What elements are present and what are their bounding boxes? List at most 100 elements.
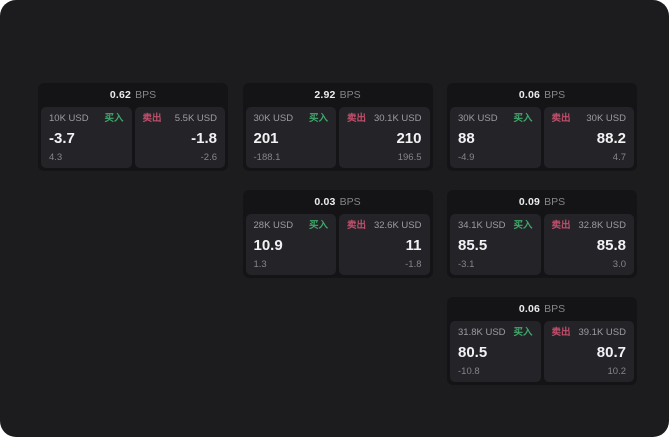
buy-side-label: 买入 (308, 113, 328, 124)
sell-side-label: 卖出 (551, 113, 571, 124)
sell-amount: 30.1K USD (373, 113, 422, 124)
sell-delta: 10.2 (607, 365, 627, 377)
buy-amount: 28K USD (253, 220, 294, 231)
sell-price: 80.7 (596, 344, 626, 361)
sell-price: 85.8 (596, 237, 626, 254)
bps-unit-label: BPS (544, 303, 566, 315)
sell-delta: 4.7 (612, 151, 626, 163)
bps-value: 0.06 (518, 303, 541, 315)
quote-panels: 31.8K USD 买入 80.5 -10.8 卖出 39.1K USD 80.… (450, 321, 634, 382)
sell-panel[interactable]: 卖出 30.1K USD 210 196.5 (339, 107, 430, 168)
quote-panels: 28K USD 买入 10.9 1.3 卖出 32.6K USD 11 -1.8 (245, 214, 430, 275)
buy-amount: 10K USD (49, 113, 89, 124)
bps-value: 0.09 (518, 196, 541, 208)
quote-card: 0.06 BPS 30K USD 买入 88 -4.9 卖出 30K USD 8… (447, 83, 637, 171)
bps-unit-label: BPS (339, 196, 361, 208)
bps-unit-label: BPS (339, 89, 361, 101)
quote-card: 0.03 BPS 28K USD 买入 10.9 1.3 卖出 32.6K US… (242, 190, 433, 278)
sell-price: -1.8 (191, 130, 217, 147)
sell-amount: 32.8K USD (578, 220, 626, 231)
buy-delta: -10.8 (458, 365, 480, 377)
sell-amount: 39.1K USD (578, 327, 626, 338)
buy-side-label: 买入 (513, 220, 533, 231)
sell-side-label: 卖出 (347, 113, 367, 124)
buy-panel[interactable]: 28K USD 买入 10.9 1.3 (245, 214, 336, 275)
bps-value: 0.03 (314, 196, 336, 208)
sell-side-label: 卖出 (347, 220, 367, 231)
buy-side-label: 买入 (104, 113, 124, 124)
buy-amount: 31.8K USD (458, 327, 506, 338)
sell-price: 11 (405, 237, 422, 254)
buy-panel-top: 34.1K USD 买入 (458, 221, 533, 231)
buy-amount: 30K USD (253, 113, 294, 124)
bps-unit-label: BPS (544, 89, 566, 101)
sell-price: 210 (396, 130, 422, 147)
quote-panels: 30K USD 买入 201 -188.1 卖出 30.1K USD 210 1… (245, 107, 430, 168)
buy-panel-top: 30K USD 买入 (458, 114, 533, 124)
quote-card: 0.06 BPS 31.8K USD 买入 80.5 -10.8 卖出 39.1… (447, 297, 637, 385)
buy-price: 88 (458, 130, 475, 147)
buy-panel[interactable]: 30K USD 买入 88 -4.9 (450, 107, 541, 168)
sell-panel-top: 卖出 32.8K USD (552, 221, 627, 231)
quote-card: 2.92 BPS 30K USD 买入 201 -188.1 卖出 30.1K … (242, 83, 433, 171)
quote-panels: 10K USD 买入 -3.7 4.3 卖出 5.5K USD -1.8 -2.… (41, 107, 225, 168)
bps-unit-label: BPS (544, 196, 566, 208)
card-header: 0.06 BPS (450, 83, 634, 107)
buy-delta: 1.3 (253, 258, 267, 270)
quote-card: 0.62 BPS 10K USD 买入 -3.7 4.3 卖出 5.5K USD… (38, 83, 228, 171)
buy-amount: 30K USD (458, 113, 498, 124)
bps-unit-label: BPS (135, 89, 157, 101)
buy-panel[interactable]: 34.1K USD 买入 85.5 -3.1 (450, 214, 541, 275)
quote-card: 0.09 BPS 34.1K USD 买入 85.5 -3.1 卖出 32.8K… (447, 190, 637, 278)
sell-panel-top: 卖出 32.6K USD (347, 221, 422, 231)
card-header: 0.06 BPS (450, 297, 634, 321)
buy-delta: -3.1 (458, 258, 475, 270)
buy-price: 201 (253, 130, 279, 147)
buy-panel-top: 31.8K USD 买入 (458, 328, 533, 338)
bps-value: 0.62 (109, 89, 132, 101)
sell-side-label: 卖出 (142, 113, 162, 124)
sell-panel[interactable]: 卖出 5.5K USD -1.8 -2.6 (134, 107, 225, 168)
buy-panel-top: 30K USD 买入 (254, 114, 329, 124)
card-header: 0.03 BPS (246, 190, 430, 214)
sell-side-label: 卖出 (551, 327, 571, 338)
sell-price: 88.2 (596, 130, 626, 147)
buy-price: 80.5 (458, 344, 488, 361)
sell-panel[interactable]: 卖出 39.1K USD 80.7 10.2 (543, 321, 634, 382)
bps-value: 0.06 (518, 89, 541, 101)
sell-delta: 3.0 (612, 258, 626, 270)
sell-amount: 5.5K USD (174, 113, 217, 124)
sell-delta: -2.6 (200, 151, 217, 163)
buy-panel[interactable]: 30K USD 买入 201 -188.1 (245, 107, 336, 168)
sell-side-label: 卖出 (551, 220, 571, 231)
sell-panel[interactable]: 卖出 32.8K USD 85.8 3.0 (543, 214, 634, 275)
buy-price: 85.5 (458, 237, 488, 254)
buy-panel[interactable]: 31.8K USD 买入 80.5 -10.8 (450, 321, 541, 382)
sell-panel[interactable]: 卖出 30K USD 88.2 4.7 (543, 107, 634, 168)
sell-panel-top: 卖出 30K USD (552, 114, 627, 124)
buy-delta: 4.3 (49, 151, 63, 163)
quote-panels: 30K USD 买入 88 -4.9 卖出 30K USD 88.2 4.7 (450, 107, 634, 168)
buy-panel[interactable]: 10K USD 买入 -3.7 4.3 (41, 107, 132, 168)
sell-amount: 30K USD (586, 113, 626, 124)
sell-delta: -1.8 (405, 258, 422, 270)
sell-panel-top: 卖出 5.5K USD (143, 114, 218, 124)
card-header: 2.92 BPS (246, 83, 430, 107)
sell-panel-top: 卖出 30.1K USD (347, 114, 422, 124)
sell-delta: 196.5 (397, 151, 422, 163)
buy-panel-top: 28K USD 买入 (254, 221, 329, 231)
buy-side-label: 买入 (513, 113, 533, 124)
buy-delta: -188.1 (253, 151, 281, 163)
sell-panel[interactable]: 卖出 32.6K USD 11 -1.8 (339, 214, 430, 275)
buy-side-label: 买入 (513, 327, 533, 338)
sell-amount: 32.6K USD (373, 220, 422, 231)
buy-amount: 34.1K USD (458, 220, 506, 231)
card-header: 0.62 BPS (41, 83, 225, 107)
quote-panels: 34.1K USD 买入 85.5 -3.1 卖出 32.8K USD 85.8… (450, 214, 634, 275)
card-header: 0.09 BPS (450, 190, 634, 214)
buy-panel-top: 10K USD 买入 (49, 114, 124, 124)
buy-price: 10.9 (253, 237, 283, 254)
buy-price: -3.7 (49, 130, 75, 147)
sell-panel-top: 卖出 39.1K USD (552, 328, 627, 338)
